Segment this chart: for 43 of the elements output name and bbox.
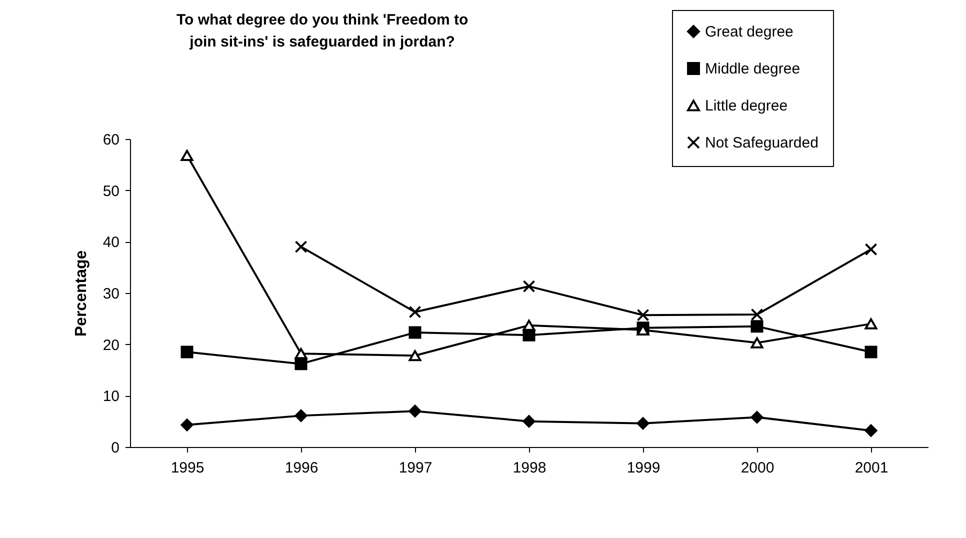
point	[408, 326, 422, 339]
point	[750, 320, 764, 333]
point	[294, 409, 308, 422]
x-tick-label: 2001	[854, 460, 888, 476]
y-tick-label: 50	[102, 182, 120, 200]
y-tick-label: 0	[111, 440, 120, 456]
y-tick-label: 40	[102, 234, 120, 252]
legend-label: Great degree	[705, 24, 794, 40]
point	[522, 280, 536, 293]
y-tick-label: 60	[102, 132, 120, 148]
point	[180, 150, 194, 161]
y-tick-label: 30	[102, 286, 120, 302]
point	[180, 418, 194, 432]
legend-label: Middle degree	[705, 60, 800, 78]
x-tick-label: 1996	[284, 460, 318, 476]
point	[294, 240, 308, 254]
point	[408, 350, 422, 362]
point	[294, 348, 308, 360]
point	[636, 308, 650, 322]
chart-title: To what degree do you think 'Freedom to join sit-ins' is safeguarded in jordan?	[176, 12, 468, 50]
point	[864, 243, 878, 256]
legend-label: Little degree	[705, 98, 788, 114]
point	[522, 415, 536, 428]
x-tick-label: 1999	[626, 460, 660, 476]
point	[522, 320, 536, 331]
point	[180, 346, 194, 358]
point	[864, 346, 878, 358]
y-tick-label: 10	[102, 388, 120, 406]
x-tick-label: 2000	[740, 460, 774, 476]
y-tick-label: 20	[102, 336, 120, 354]
x-tick-label: 1997	[398, 460, 432, 476]
point	[750, 337, 764, 348]
y-axis-title: Percentage	[72, 250, 90, 337]
point	[636, 417, 650, 430]
point	[864, 318, 878, 330]
x-tick-label: 1995	[170, 460, 204, 476]
x-tick-label: 1998	[512, 460, 546, 476]
legend-label: Not Safeguarded	[705, 134, 818, 152]
point	[408, 306, 422, 318]
point	[750, 410, 764, 424]
point	[864, 424, 878, 437]
point	[408, 404, 422, 418]
point	[750, 308, 764, 321]
